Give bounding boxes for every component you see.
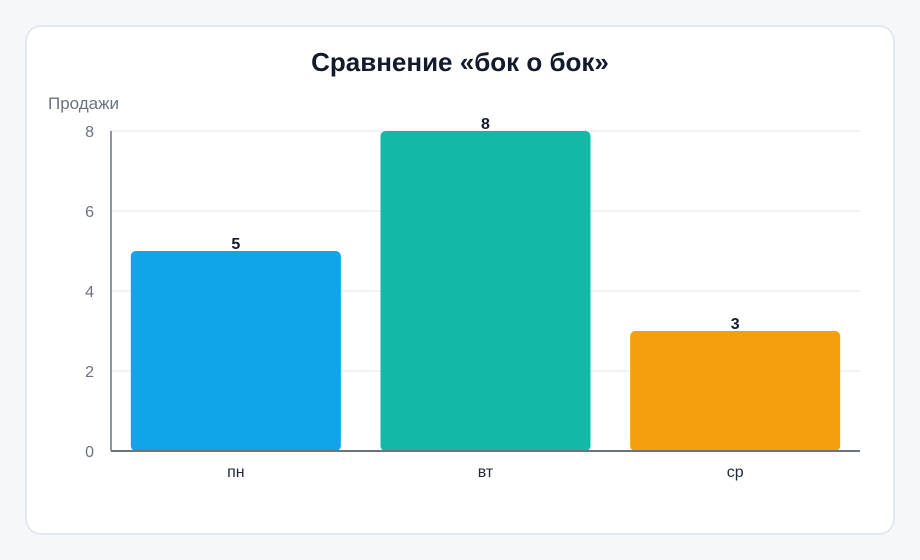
labels: 0 2 4 6 8 5 пн 8 вт 3 ср — [85, 116, 744, 481]
bar-пн — [130, 251, 341, 451]
y-tick-label: 8 — [85, 124, 94, 141]
value-label: 3 — [731, 316, 740, 333]
bar-ср — [630, 331, 841, 451]
y-tick-label: 4 — [85, 284, 94, 301]
x-tick-label: пн — [227, 464, 245, 481]
axes — [110, 131, 860, 452]
y-tick-label: 2 — [85, 364, 94, 381]
bar-вт — [380, 131, 591, 451]
value-label: 5 — [231, 236, 240, 253]
y-tick-label: 0 — [85, 444, 94, 461]
x-tick-label: вт — [478, 464, 494, 481]
value-label: 8 — [481, 116, 490, 133]
bars — [130, 131, 841, 451]
chart-title: Сравнение «бок о бок» — [311, 47, 609, 77]
y-axis-label: Продажи — [48, 94, 119, 113]
x-tick-label: ср — [727, 464, 744, 481]
y-tick-label: 6 — [85, 204, 94, 221]
